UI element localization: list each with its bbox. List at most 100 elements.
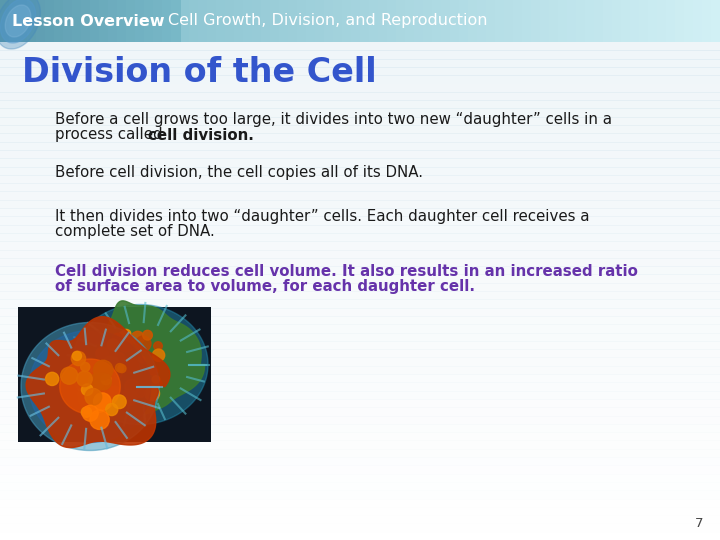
Bar <box>0 208 720 217</box>
Bar <box>378 0 387 42</box>
Bar <box>540 0 549 42</box>
Circle shape <box>131 332 144 345</box>
Bar <box>567 0 577 42</box>
Circle shape <box>122 329 131 339</box>
Bar <box>0 249 720 259</box>
Bar <box>0 407 720 416</box>
Bar <box>270 0 279 42</box>
Circle shape <box>109 386 120 397</box>
Bar <box>0 191 720 201</box>
Circle shape <box>71 352 86 366</box>
Bar <box>90 0 99 42</box>
Circle shape <box>152 376 160 383</box>
Bar <box>99 0 109 42</box>
Bar <box>558 0 567 42</box>
Circle shape <box>120 339 132 352</box>
Bar <box>171 0 181 42</box>
Bar <box>459 0 469 42</box>
Circle shape <box>85 388 102 405</box>
Bar <box>0 84 720 93</box>
Bar <box>207 0 217 42</box>
Bar <box>153 0 163 42</box>
Text: Before a cell grows too large, it divides into two new “daughter” cells in a: Before a cell grows too large, it divide… <box>55 112 612 127</box>
Bar <box>387 0 397 42</box>
Bar <box>450 0 459 42</box>
Text: cell division.: cell division. <box>148 127 253 143</box>
Circle shape <box>125 359 139 373</box>
Bar <box>441 0 451 42</box>
Bar <box>0 59 720 68</box>
Bar <box>0 415 720 425</box>
Bar <box>18 0 27 42</box>
Bar <box>0 490 720 500</box>
Circle shape <box>94 393 111 410</box>
Circle shape <box>112 395 126 409</box>
Bar <box>0 324 720 334</box>
Text: 7: 7 <box>695 517 703 530</box>
Bar <box>684 0 693 42</box>
Circle shape <box>139 356 145 362</box>
Polygon shape <box>72 305 208 424</box>
Bar <box>360 0 369 42</box>
Bar <box>495 0 505 42</box>
Bar <box>0 109 720 118</box>
Bar <box>333 0 343 42</box>
Bar <box>252 0 261 42</box>
Bar <box>504 0 513 42</box>
Bar <box>486 0 495 42</box>
Text: Cell division reduces cell volume. It also results in an increased ratio: Cell division reduces cell volume. It al… <box>55 264 638 279</box>
Bar <box>162 0 171 42</box>
Circle shape <box>101 375 111 384</box>
Circle shape <box>81 362 90 372</box>
Bar <box>324 0 333 42</box>
Bar <box>234 0 243 42</box>
Bar <box>477 0 487 42</box>
Bar <box>0 42 720 51</box>
Bar <box>0 465 720 475</box>
Bar <box>612 0 621 42</box>
Circle shape <box>149 367 158 375</box>
Circle shape <box>77 371 92 387</box>
Bar <box>342 0 351 42</box>
Bar <box>0 399 720 408</box>
Bar <box>666 0 675 42</box>
Bar <box>0 233 720 242</box>
Circle shape <box>89 374 104 390</box>
Bar <box>414 0 423 42</box>
Bar <box>45 0 55 42</box>
Bar <box>45 0 55 42</box>
Text: It then divides into two “daughter” cells. Each daughter cell receives a: It then divides into two “daughter” cell… <box>55 208 590 224</box>
Text: complete set of DNA.: complete set of DNA. <box>55 224 215 239</box>
Bar <box>0 258 720 267</box>
Circle shape <box>82 406 98 421</box>
Bar <box>162 0 171 42</box>
Bar <box>171 0 181 42</box>
Circle shape <box>45 372 59 386</box>
Bar <box>405 0 415 42</box>
Bar <box>36 0 45 42</box>
Bar <box>81 0 91 42</box>
Bar <box>0 523 720 532</box>
Circle shape <box>154 342 162 350</box>
Circle shape <box>135 336 151 352</box>
Bar <box>108 0 117 42</box>
Circle shape <box>119 335 130 347</box>
Bar <box>0 390 720 400</box>
Polygon shape <box>1 0 35 43</box>
Bar <box>630 0 639 42</box>
Bar <box>306 0 315 42</box>
Bar <box>0 432 720 441</box>
Bar <box>0 117 720 126</box>
Bar <box>351 0 361 42</box>
Bar <box>108 0 117 42</box>
Bar <box>549 0 559 42</box>
Circle shape <box>115 333 130 348</box>
Bar <box>0 341 720 350</box>
Bar <box>657 0 667 42</box>
Bar <box>576 0 585 42</box>
Text: Before cell division, the cell copies all of its DNA.: Before cell division, the cell copies al… <box>55 165 423 180</box>
Bar <box>297 0 307 42</box>
Bar <box>54 0 63 42</box>
Bar <box>315 0 325 42</box>
Polygon shape <box>21 322 159 450</box>
